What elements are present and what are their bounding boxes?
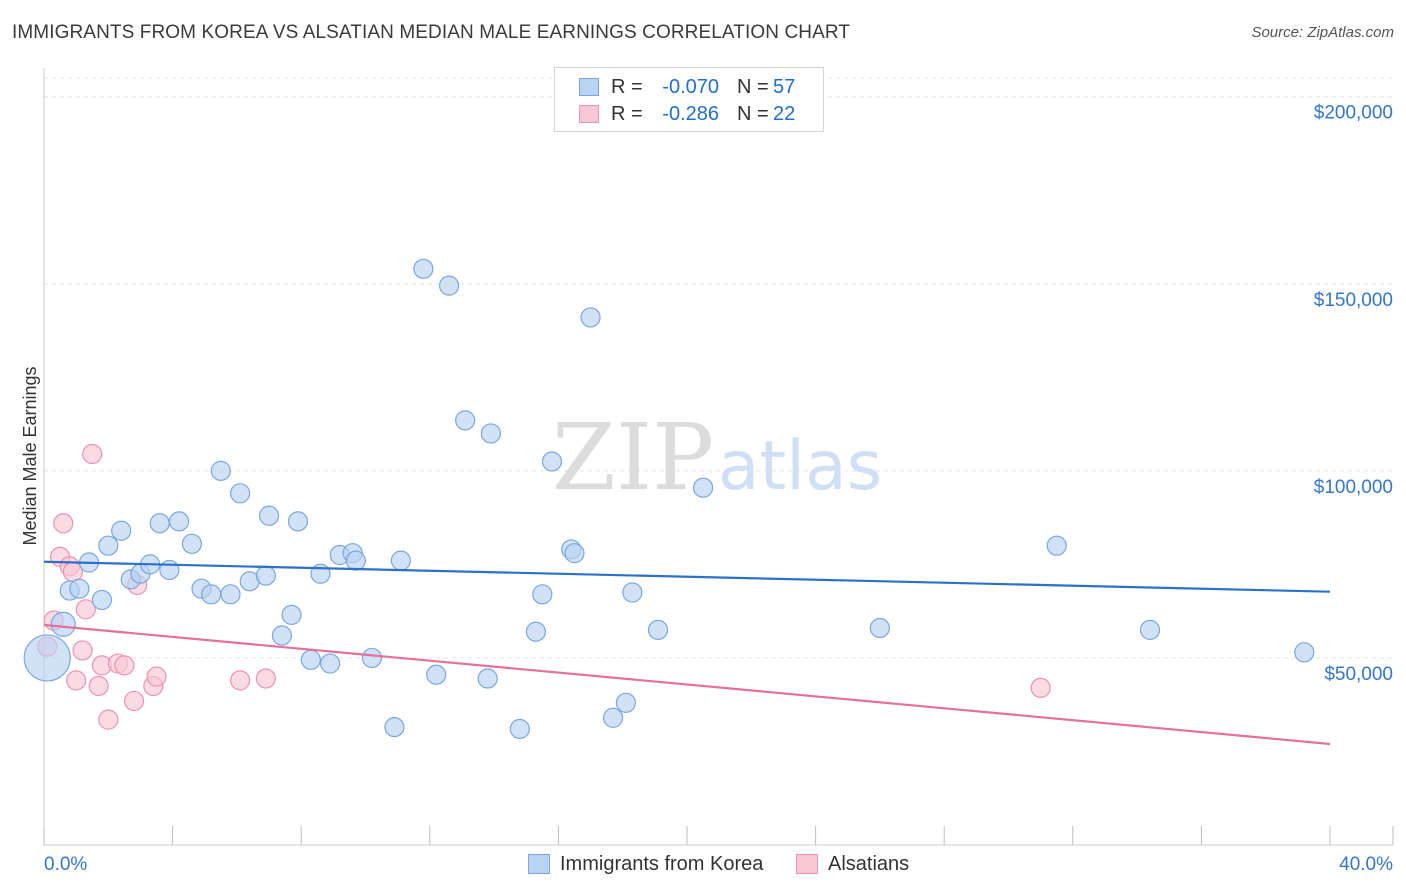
korea-point <box>1294 642 1315 663</box>
korea-point <box>390 550 411 571</box>
trend-lines <box>43 560 1331 746</box>
x-tick-label-max: 40.0% <box>1339 854 1393 875</box>
korea-point <box>159 559 180 581</box>
korea-point <box>564 543 585 564</box>
gridlines <box>44 77 1393 659</box>
korea-point <box>300 649 321 670</box>
alsatian-point <box>72 640 93 661</box>
watermark-zip: ZIP <box>552 404 714 511</box>
r-label: R = <box>611 103 643 125</box>
korea-point <box>509 718 530 740</box>
korea-point <box>210 460 231 481</box>
alsatian-point <box>66 670 87 691</box>
alsatian-point <box>82 443 103 465</box>
korea-point <box>255 565 276 586</box>
alsatian-point <box>114 655 135 676</box>
korea-point <box>580 307 601 328</box>
korea-point <box>477 668 498 689</box>
n-label: N = <box>737 103 769 125</box>
korea-point <box>91 589 112 611</box>
axes <box>43 68 1394 846</box>
watermark-atlas: atlas <box>718 427 882 506</box>
korea-point <box>111 520 132 541</box>
korea-legend-label: Immigrants from Korea <box>560 853 764 875</box>
korea-point <box>438 275 460 296</box>
y-tick-label: $100,000 <box>1314 477 1393 498</box>
korea-point <box>869 617 891 639</box>
korea-point <box>384 717 405 738</box>
korea-point <box>1046 535 1067 556</box>
korea-trend-line <box>43 560 1331 593</box>
korea-point <box>281 604 302 626</box>
n-value: 57 <box>773 76 796 98</box>
korea-point <box>480 423 501 444</box>
x-tick-label-min: 0.0% <box>44 854 87 875</box>
alsatian-point <box>255 668 276 689</box>
stats-legend: R = -0.070 N = 57 R = -0.286 N = 22 <box>554 67 824 132</box>
y-tick-label: $150,000 <box>1314 290 1393 311</box>
y-tick-label: $200,000 <box>1314 103 1393 124</box>
n-label: N = <box>737 76 769 98</box>
korea-point <box>361 647 383 669</box>
korea-point <box>258 505 280 526</box>
korea-point <box>149 513 170 534</box>
alsatian-point <box>75 599 96 620</box>
r-value: -0.070 <box>662 76 719 98</box>
alsatian-point <box>1030 677 1051 698</box>
korea-point <box>622 582 643 603</box>
y-axis-title: Median Male Earnings <box>20 366 40 545</box>
korea-point <box>320 653 341 674</box>
korea-point <box>98 535 119 556</box>
korea-point <box>271 625 293 646</box>
axis-labels: $50,000 $100,000 $150,000 $200,000 0.0% 40.0%… <box>20 103 1393 875</box>
korea-point <box>532 584 553 605</box>
korea-point <box>345 550 366 571</box>
alsatian-trend-line <box>43 623 1331 746</box>
korea-point <box>615 692 637 713</box>
korea-point <box>50 611 76 637</box>
korea-point <box>230 483 251 504</box>
alsatian-point <box>123 690 145 712</box>
chart-title: IMMIGRANTS FROM KOREA VS ALSATIAN MEDIAN… <box>12 22 851 43</box>
alsatian-point <box>53 513 74 534</box>
korea-point <box>541 451 563 472</box>
korea-point <box>168 511 190 532</box>
korea-point <box>201 584 222 605</box>
korea-point <box>692 477 714 498</box>
korea-point <box>647 619 669 640</box>
korea-point <box>426 664 447 685</box>
korea-point <box>525 621 546 642</box>
korea-point <box>455 410 476 431</box>
source-credit: Source: ZipAtlas.com <box>1251 24 1394 41</box>
n-value: 22 <box>773 103 796 125</box>
korea-point <box>181 533 202 554</box>
alsatian-point <box>146 666 167 687</box>
alsatian-legend-label: Alsatians <box>828 853 910 875</box>
korea-legend-swatch <box>528 854 550 874</box>
korea-point <box>413 258 434 279</box>
y-tick-label: $50,000 <box>1324 664 1393 685</box>
alsatian-point <box>88 675 109 697</box>
korea-swatch <box>579 78 599 96</box>
r-label: R = <box>611 76 643 98</box>
alsatian-point <box>230 670 251 691</box>
r-value: -0.286 <box>662 103 719 125</box>
korea-point <box>23 634 71 682</box>
alsatian-swatch <box>579 105 599 123</box>
korea-point <box>287 511 309 532</box>
korea-point <box>69 578 90 599</box>
alsatian-legend-swatch <box>796 854 818 874</box>
alsatian-point <box>98 709 119 730</box>
korea-point <box>602 707 624 728</box>
korea-point <box>220 584 241 605</box>
korea-point <box>1139 619 1161 640</box>
